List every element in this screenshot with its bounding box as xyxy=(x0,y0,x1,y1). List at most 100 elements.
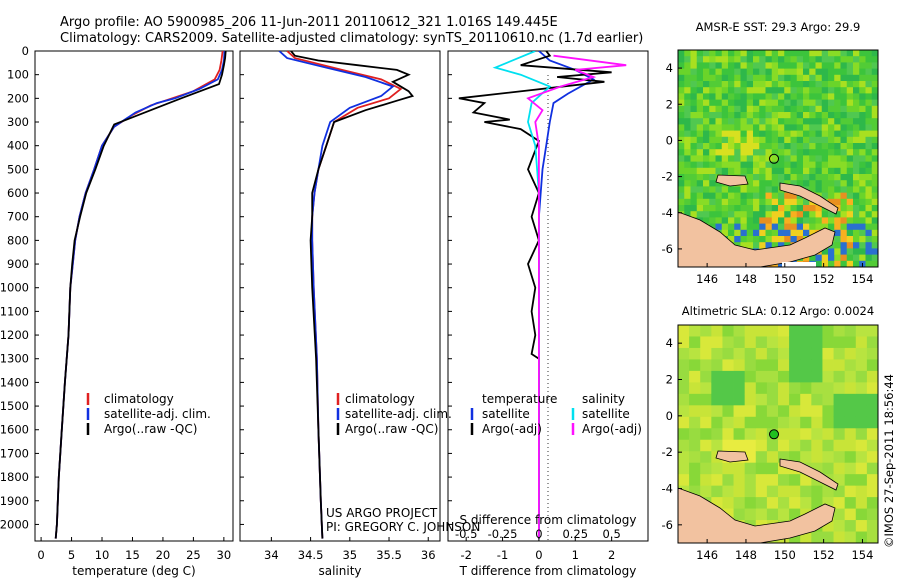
heatmap-cell xyxy=(815,217,823,224)
heatmap-cell xyxy=(703,130,710,138)
heatmap-cell xyxy=(703,99,710,107)
heatmap-cell xyxy=(833,325,846,337)
heatmap-cell xyxy=(696,198,704,206)
heatmap-cell xyxy=(828,50,835,57)
heatmap-cell xyxy=(722,485,734,498)
heatmap-cell xyxy=(790,81,798,88)
heatmap-cell xyxy=(778,325,790,337)
heatmap-cell xyxy=(846,229,854,237)
heatmap-cell xyxy=(853,50,860,57)
heatmap-cell xyxy=(859,74,866,82)
x-tick-label: 0 xyxy=(535,548,542,562)
heatmap-cell xyxy=(746,149,754,156)
heatmap-cell xyxy=(822,485,834,498)
heatmap-cell xyxy=(690,56,698,63)
map-x-tick-label: 148 xyxy=(735,548,757,562)
heatmap-cell xyxy=(709,118,716,125)
heatmap-cell xyxy=(746,211,754,218)
heatmap-cell xyxy=(733,347,746,360)
heatmap-cell xyxy=(859,62,866,69)
heatmap-cell xyxy=(728,118,735,125)
heatmap-cell xyxy=(690,74,698,82)
heatmap-cell xyxy=(790,236,798,243)
x-tick-label: 34.5 xyxy=(298,548,324,562)
heatmap-cell xyxy=(684,180,691,187)
heatmap-cell xyxy=(840,149,848,156)
heatmap-cell xyxy=(690,136,698,144)
heatmap-cell xyxy=(855,474,868,487)
heatmap-cell xyxy=(696,161,704,169)
heatmap-cell xyxy=(703,50,710,57)
heatmap-cell xyxy=(871,50,878,57)
x-tick-label: 2 xyxy=(608,548,615,562)
heatmap-cell xyxy=(796,124,804,131)
heatmap-cell xyxy=(815,205,823,212)
heatmap-cell xyxy=(746,143,754,150)
heatmap-cell xyxy=(753,93,760,100)
heatmap-cell xyxy=(790,136,798,144)
x-tick-label: -2 xyxy=(460,548,471,562)
heatmap-cell xyxy=(734,136,741,144)
heatmap-cell xyxy=(840,62,848,69)
heatmap-cell xyxy=(740,186,748,193)
heatmap-cell xyxy=(796,50,804,57)
depth-tick-label: 1500 xyxy=(0,399,29,413)
heatmap-cell xyxy=(846,68,854,76)
depth-tick-label: 800 xyxy=(7,233,29,247)
heatmap-cell xyxy=(789,347,801,360)
heatmap-cell xyxy=(709,50,716,57)
heatmap-cell xyxy=(771,136,779,144)
heatmap-cell xyxy=(744,428,757,441)
heatmap-cell xyxy=(846,254,854,262)
heatmap-cell xyxy=(811,451,823,464)
heatmap-cell xyxy=(771,87,779,94)
heatmap-cell xyxy=(866,508,878,521)
heatmap-cell xyxy=(859,155,866,162)
heatmap-cell xyxy=(746,105,754,113)
heatmap-cell xyxy=(734,99,741,107)
heatmap-cell xyxy=(790,167,798,175)
heatmap-cell xyxy=(766,347,779,360)
heatmap-cell xyxy=(678,186,685,193)
heatmap-cell xyxy=(789,474,801,487)
depth-tick-label: 700 xyxy=(7,210,29,224)
heatmap-cell xyxy=(678,359,690,372)
heatmap-cell xyxy=(721,68,729,76)
heatmap-cell xyxy=(865,254,873,262)
heatmap-cell xyxy=(815,149,823,156)
map-x-tick-label: 150 xyxy=(774,548,796,562)
heatmap-cell xyxy=(796,211,804,218)
heatmap-cell xyxy=(803,112,810,119)
difference-panel: -2 -1 0 1 2 -0.5 -0.25 0 0.25 0.5 S difference f… xyxy=(447,50,649,578)
heatmap-cell xyxy=(771,242,779,249)
heatmap-cell xyxy=(740,87,748,94)
heatmap-cell xyxy=(811,485,823,498)
heatmap-cell xyxy=(765,143,773,150)
heatmap-cell xyxy=(844,520,857,532)
heatmap-cell xyxy=(800,416,812,429)
heatmap-cell xyxy=(871,105,878,113)
heatmap-cell xyxy=(784,167,791,175)
heatmap-cell xyxy=(803,81,810,88)
heatmap-cell xyxy=(853,143,860,150)
heatmap-cell xyxy=(746,161,754,169)
heatmap-cell xyxy=(740,198,748,206)
heatmap-cell xyxy=(828,192,835,200)
heatmap-cell xyxy=(759,180,766,187)
heatmap-cell xyxy=(771,56,779,63)
heatmap-cell xyxy=(815,136,823,144)
heatmap-cell xyxy=(766,508,779,521)
heatmap-cell xyxy=(700,405,712,418)
heatmap-cell xyxy=(721,124,729,131)
heatmap-cell xyxy=(800,382,812,395)
heatmap-cell xyxy=(834,180,841,187)
heatmap-cell xyxy=(765,136,773,144)
heatmap-cell xyxy=(696,192,704,200)
heatmap-cell xyxy=(771,74,779,82)
heatmap-cell xyxy=(871,68,878,76)
heatmap-cell xyxy=(840,155,848,162)
heatmap-cell xyxy=(728,192,735,200)
heatmap-cell xyxy=(696,87,704,94)
new-guinea-landmass xyxy=(678,211,836,267)
